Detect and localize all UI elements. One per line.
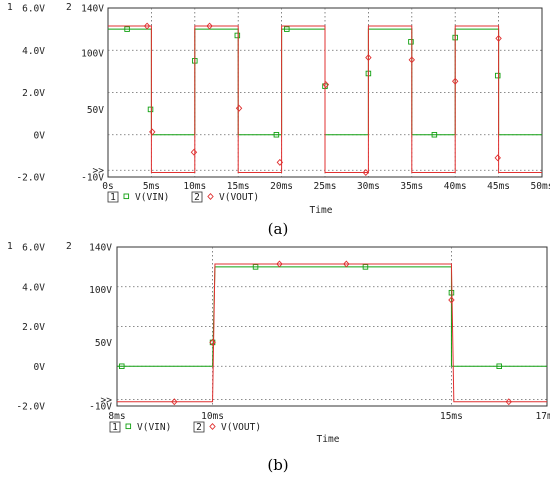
right-axis-number: 2 bbox=[66, 241, 72, 252]
right-y-tick-label: 140V bbox=[81, 4, 104, 15]
x-tick-label: 20ms bbox=[270, 181, 293, 192]
data-point-vout bbox=[343, 260, 350, 268]
data-point-vout bbox=[408, 56, 416, 64]
data-point-vout bbox=[362, 169, 370, 176]
legend-label: V(VIN) bbox=[137, 422, 171, 433]
legend-index-box bbox=[193, 421, 205, 433]
data-point-vout bbox=[149, 128, 156, 136]
legend-index: 2 bbox=[194, 192, 200, 203]
x-tick-label: 50ms bbox=[531, 181, 550, 192]
legend-index-box bbox=[109, 421, 121, 433]
legend-index-box bbox=[107, 191, 119, 203]
data-point-vin bbox=[431, 131, 438, 138]
data-point-vout bbox=[505, 398, 512, 406]
x-tick-label: 30ms bbox=[357, 181, 380, 192]
left-axis-number: 1 bbox=[7, 241, 13, 252]
data-point-vout bbox=[494, 154, 501, 162]
data-point-vout bbox=[235, 104, 243, 112]
legend-label: V(VOUT) bbox=[219, 192, 259, 203]
legend-marker-square bbox=[125, 423, 132, 430]
series-line-vvout bbox=[108, 25, 542, 173]
legend-label: V(VOUT) bbox=[221, 422, 261, 433]
left-y-tick-label: -2.0V bbox=[16, 173, 45, 184]
data-point-vin bbox=[496, 363, 502, 370]
data-point-vin bbox=[234, 32, 241, 39]
left-y-tick-label: 2.0V bbox=[22, 322, 45, 333]
right-y-tick-label: >> bbox=[93, 166, 105, 177]
legend-index: 1 bbox=[110, 192, 116, 203]
data-point-vin bbox=[119, 363, 125, 370]
data-point-vin bbox=[273, 131, 280, 138]
right-y-tick-label: 100V bbox=[89, 285, 112, 296]
legend-marker-square bbox=[123, 193, 130, 200]
data-point-vout bbox=[276, 260, 283, 268]
x-tick-label: 15ms bbox=[227, 181, 250, 192]
left-y-tick-label: 0V bbox=[34, 130, 46, 141]
right-y-tick-label: -10V bbox=[81, 173, 104, 184]
left-axis-number: 1 bbox=[7, 2, 13, 13]
x-axis-label: Time bbox=[317, 434, 340, 445]
series-line-vvout bbox=[117, 263, 547, 403]
data-point-vin bbox=[147, 106, 154, 113]
legend-index-box bbox=[191, 191, 203, 203]
left-y-tick-label: 4.0V bbox=[22, 46, 45, 57]
left-y-tick-label: -2.0V bbox=[16, 402, 45, 413]
x-tick-label: 8ms bbox=[108, 411, 125, 422]
x-tick-label: 5ms bbox=[143, 181, 160, 192]
data-point-vout bbox=[276, 158, 284, 166]
x-tick-label: 40ms bbox=[444, 181, 467, 192]
series-line-vvin bbox=[117, 266, 547, 367]
data-point-vout bbox=[206, 22, 213, 30]
x-tick-label: 45ms bbox=[487, 181, 510, 192]
x-tick-label: 0s bbox=[102, 181, 113, 192]
left-y-tick-label: 2.0V bbox=[22, 88, 45, 99]
data-point-vout bbox=[143, 22, 151, 30]
data-point-vout bbox=[322, 81, 330, 89]
chart-b: 8ms 10ms 15ms 17ms 1 2 6.0V 4.0V 2.0V 0V -2.0V 140V… bbox=[7, 241, 550, 474]
chart-a: 0s 5ms 10ms 15ms 20ms 25ms 30ms 35ms 40ms 45ms 50m… bbox=[7, 2, 550, 238]
data-point-vout bbox=[451, 77, 459, 85]
data-point-vin bbox=[284, 26, 290, 32]
right-y-tick-label: 50V bbox=[87, 105, 104, 116]
data-point-vin bbox=[252, 264, 259, 270]
legend-label: V(VIN) bbox=[135, 192, 169, 203]
x-axis-label: Time bbox=[310, 205, 333, 216]
right-y-tick-label: 50V bbox=[95, 338, 112, 349]
left-y-tick-label: 6.0V bbox=[22, 4, 45, 15]
left-y-tick-label: 6.0V bbox=[22, 243, 45, 254]
data-point-vin bbox=[494, 72, 501, 79]
legend-marker-diamond bbox=[207, 193, 214, 200]
right-y-tick-label: 100V bbox=[81, 49, 104, 60]
legend-index: 1 bbox=[112, 422, 118, 433]
data-point-vout bbox=[495, 34, 502, 42]
data-point-vout bbox=[190, 148, 198, 156]
x-tick-label: 25ms bbox=[314, 181, 337, 192]
x-tick-label: 10ms bbox=[201, 411, 224, 422]
legend-index: 2 bbox=[196, 422, 202, 433]
right-y-tick-label: >> bbox=[101, 395, 113, 406]
data-point-vout bbox=[171, 398, 178, 406]
x-tick-label: 35ms bbox=[400, 181, 423, 192]
right-y-tick-label: 140V bbox=[89, 243, 112, 254]
right-y-tick-label: -10V bbox=[89, 402, 112, 413]
data-point-vout bbox=[448, 296, 455, 304]
data-point-vout bbox=[365, 54, 372, 62]
x-tick-label: 15ms bbox=[440, 411, 463, 422]
right-axis-number: 2 bbox=[66, 2, 72, 13]
data-point-vin bbox=[362, 264, 369, 270]
data-point-vout bbox=[209, 338, 216, 346]
x-tick-label: 10ms bbox=[183, 181, 206, 192]
data-point-vin bbox=[408, 39, 414, 45]
left-y-tick-label: 0V bbox=[34, 362, 46, 373]
figure-caption: (b) bbox=[267, 456, 288, 474]
legend-marker-diamond bbox=[209, 423, 216, 430]
left-y-tick-label: 4.0V bbox=[22, 282, 45, 293]
data-point-vin bbox=[124, 26, 130, 32]
figure-caption: (a) bbox=[268, 220, 289, 238]
x-tick-label: 17ms bbox=[536, 411, 550, 422]
